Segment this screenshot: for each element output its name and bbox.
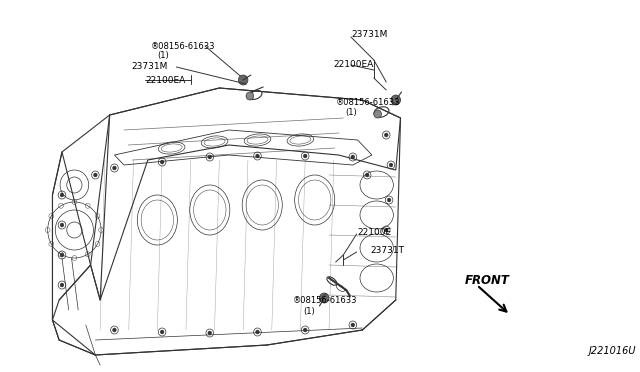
Circle shape [255, 330, 259, 334]
Circle shape [113, 166, 116, 170]
Text: 22100EA: 22100EA [334, 60, 374, 69]
Circle shape [387, 198, 391, 202]
Text: 23731M: 23731M [351, 30, 387, 39]
Circle shape [389, 163, 393, 167]
Circle shape [351, 155, 355, 159]
Circle shape [239, 75, 248, 85]
Circle shape [60, 283, 64, 287]
Circle shape [93, 173, 97, 177]
Circle shape [208, 331, 212, 335]
Text: ®08156-61633: ®08156-61633 [335, 98, 400, 107]
Circle shape [113, 328, 116, 332]
Circle shape [303, 328, 307, 332]
Text: (1): (1) [157, 51, 169, 60]
Text: J221016U: J221016U [588, 346, 636, 356]
Circle shape [246, 92, 253, 100]
Text: ®08156-61633: ®08156-61633 [150, 42, 215, 51]
Circle shape [208, 155, 212, 159]
Text: (1): (1) [345, 108, 357, 117]
Text: (1): (1) [303, 307, 315, 316]
Circle shape [160, 160, 164, 164]
Text: FRONT: FRONT [465, 274, 509, 287]
Circle shape [351, 323, 355, 327]
Circle shape [319, 293, 329, 303]
Circle shape [384, 133, 388, 137]
Circle shape [60, 193, 64, 197]
Text: 23731M: 23731M [132, 62, 168, 71]
Circle shape [60, 253, 64, 257]
Circle shape [160, 330, 164, 334]
Circle shape [60, 223, 64, 227]
Circle shape [374, 110, 381, 118]
Text: ®08156-61633: ®08156-61633 [292, 296, 357, 305]
Circle shape [303, 154, 307, 158]
Circle shape [255, 154, 259, 158]
Circle shape [391, 95, 401, 105]
Circle shape [384, 228, 388, 232]
Circle shape [365, 173, 369, 177]
Text: 22100E: 22100E [358, 228, 392, 237]
Text: 23731T: 23731T [370, 246, 404, 255]
Text: 22100EA: 22100EA [145, 76, 185, 85]
